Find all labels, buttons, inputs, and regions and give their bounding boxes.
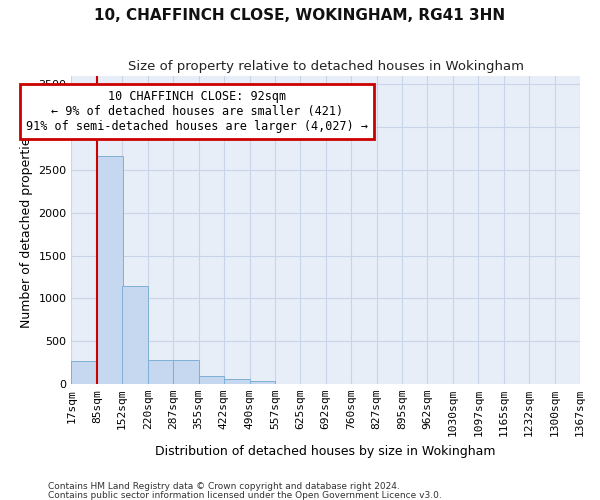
Bar [224,380,250,384]
Bar [250,380,275,384]
X-axis label: Distribution of detached houses by size in Wokingham: Distribution of detached houses by size … [155,444,496,458]
Text: Contains HM Land Registry data © Crown copyright and database right 2024.: Contains HM Land Registry data © Crown c… [48,482,400,491]
Bar [148,360,173,384]
Text: 10 CHAFFINCH CLOSE: 92sqm
← 9% of detached houses are smaller (421)
91% of semi-: 10 CHAFFINCH CLOSE: 92sqm ← 9% of detach… [26,90,368,133]
Y-axis label: Number of detached properties: Number of detached properties [20,132,33,328]
Bar [122,286,148,384]
Title: Size of property relative to detached houses in Wokingham: Size of property relative to detached ho… [128,60,524,73]
Text: Contains public sector information licensed under the Open Government Licence v3: Contains public sector information licen… [48,490,442,500]
Bar [71,361,97,384]
Bar [173,360,199,384]
Bar [199,376,224,384]
Text: 10, CHAFFINCH CLOSE, WOKINGHAM, RG41 3HN: 10, CHAFFINCH CLOSE, WOKINGHAM, RG41 3HN [94,8,506,22]
Bar [97,156,122,384]
